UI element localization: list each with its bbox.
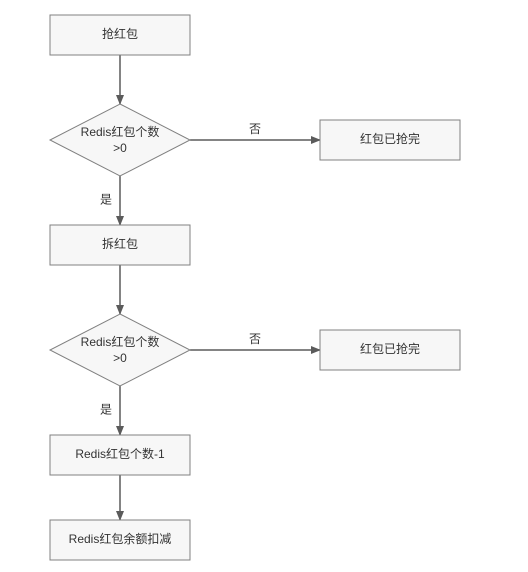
- node-check2: Redis红包个数 >0: [50, 314, 190, 386]
- node-done1: 红包已抢完: [320, 120, 460, 160]
- node-decrement: Redis红包个数-1: [50, 435, 190, 475]
- edge-label-check2-done2: 否: [249, 332, 261, 346]
- node-grab-label: 抢红包: [102, 26, 138, 41]
- node-deduct-label: Redis红包余额扣减: [69, 531, 172, 546]
- node-check2-line2: >0: [113, 351, 127, 365]
- node-check1-line1: Redis红包个数: [81, 124, 160, 139]
- edge-label-check1-open: 是: [100, 193, 112, 207]
- flowchart-canvas: 否是否是抢红包Redis红包个数>0红包已抢完拆红包Redis红包个数>0红包已…: [0, 0, 528, 572]
- node-decrement-label: Redis红包个数-1: [75, 446, 165, 461]
- edge-label-check1-done1: 否: [249, 122, 261, 136]
- node-check2-line1: Redis红包个数: [81, 334, 160, 349]
- node-check2-diamond: [50, 314, 190, 386]
- node-grab: 抢红包: [50, 15, 190, 55]
- node-check1-line2: >0: [113, 141, 127, 155]
- node-open-label: 拆红包: [102, 236, 138, 251]
- node-check1: Redis红包个数 >0: [50, 104, 190, 176]
- node-done2-label: 红包已抢完: [360, 341, 420, 356]
- node-done2: 红包已抢完: [320, 330, 460, 370]
- node-deduct: Redis红包余额扣减: [50, 520, 190, 560]
- node-open: 拆红包: [50, 225, 190, 265]
- edge-label-check2-decrement: 是: [100, 403, 112, 417]
- node-check1-diamond: [50, 104, 190, 176]
- node-done1-label: 红包已抢完: [360, 131, 420, 146]
